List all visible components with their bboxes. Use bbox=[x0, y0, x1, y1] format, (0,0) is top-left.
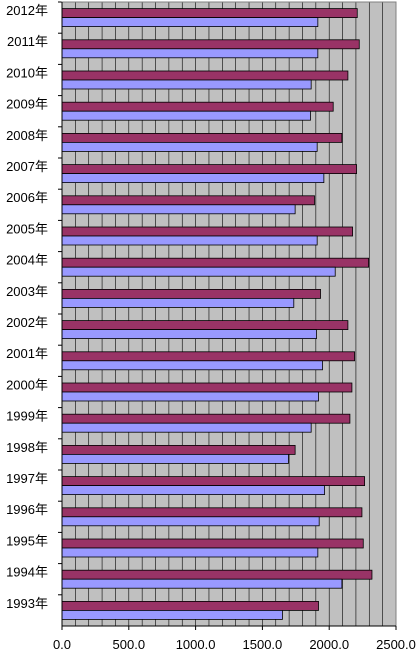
y-tick-label: 2000年 bbox=[6, 377, 48, 392]
y-tick-label: 2003年 bbox=[6, 284, 48, 299]
bar-2010年-series-2 bbox=[61, 79, 312, 90]
bar-2011年-series-1 bbox=[61, 39, 360, 50]
y-tick-label: 1995年 bbox=[6, 533, 48, 548]
y-tick-label: 1996年 bbox=[6, 502, 48, 517]
y-tick-label: 1997年 bbox=[6, 471, 48, 486]
bar-2007年-series-2 bbox=[61, 173, 325, 184]
bar-1994年-series-1 bbox=[61, 569, 373, 580]
bar-2007年-series-1 bbox=[61, 164, 357, 175]
bar-2010年-series-1 bbox=[61, 70, 349, 81]
y-tick-label: 2011年 bbox=[7, 34, 48, 49]
bar-1994年-series-2 bbox=[61, 578, 343, 589]
bar-2008年-series-2 bbox=[61, 141, 318, 152]
bar-2001年-series-1 bbox=[61, 351, 355, 362]
bar-2004年-series-1 bbox=[61, 257, 370, 268]
y-tick-label: 2006年 bbox=[6, 190, 48, 205]
y-tick-label: 2005年 bbox=[6, 221, 48, 236]
bar-2004年-series-2 bbox=[61, 266, 336, 277]
bar-2012年-series-1 bbox=[61, 8, 358, 19]
plot-area bbox=[62, 2, 396, 626]
bar-1996年-series-1 bbox=[61, 507, 363, 518]
y-tick-label: 2008年 bbox=[6, 128, 48, 143]
bar-2002年-series-2 bbox=[61, 329, 317, 340]
y-tick-label: 2012年 bbox=[6, 3, 48, 18]
bar-1993年-series-1 bbox=[61, 601, 319, 611]
x-tick-label: 1500.0 bbox=[243, 637, 283, 652]
bar-2002年-series-1 bbox=[61, 320, 349, 331]
y-tick-label: 1993年 bbox=[6, 596, 48, 611]
y-tick-label: 2002年 bbox=[6, 315, 48, 330]
bar-1996年-series-2 bbox=[61, 516, 320, 527]
x-tick-label: 2000.0 bbox=[309, 637, 349, 652]
x-tick-label: 2500.0 bbox=[376, 637, 416, 652]
y-tick-label: 1999年 bbox=[6, 409, 48, 424]
bar-1995年-series-1 bbox=[61, 538, 364, 549]
y-tick-label: 1998年 bbox=[6, 440, 48, 455]
bar-2011年-series-2 bbox=[61, 48, 319, 59]
y-tick-label: 2004年 bbox=[6, 253, 48, 268]
x-tick-label: 0.0 bbox=[53, 637, 71, 652]
bar-2005年-series-1 bbox=[61, 226, 353, 237]
bar-2000年-series-2 bbox=[61, 391, 319, 402]
bar-2005年-series-2 bbox=[61, 235, 318, 246]
y-tick-label: 1994年 bbox=[6, 565, 48, 580]
bar-2006年-series-1 bbox=[61, 195, 315, 206]
bar-2012年-series-2 bbox=[61, 17, 319, 28]
bar-1998年-series-1 bbox=[61, 444, 296, 455]
bar-2000年-series-1 bbox=[61, 382, 353, 393]
bar-2003年-series-2 bbox=[61, 297, 295, 308]
bar-1997年-series-1 bbox=[61, 476, 366, 487]
bar-2009年-series-1 bbox=[61, 101, 334, 112]
x-tick-label: 1000.0 bbox=[176, 637, 216, 652]
bar-2006年-series-2 bbox=[61, 204, 296, 215]
y-tick-label: 2009年 bbox=[6, 97, 48, 112]
bar-1999年-series-2 bbox=[61, 422, 312, 433]
x-tick-label: 500.0 bbox=[113, 637, 146, 652]
bar-2009年-series-2 bbox=[61, 110, 311, 121]
bar-2008年-series-1 bbox=[61, 132, 343, 143]
bar-2001年-series-2 bbox=[61, 360, 323, 371]
y-tick-label: 2001年 bbox=[6, 346, 48, 361]
bar-1998年-series-2 bbox=[61, 453, 289, 464]
bar-1995年-series-2 bbox=[61, 547, 319, 558]
bar-2003年-series-1 bbox=[61, 288, 321, 299]
bar-1999年-series-1 bbox=[61, 413, 351, 424]
bar-1997年-series-2 bbox=[61, 485, 325, 496]
y-tick-label: 2010年 bbox=[6, 65, 48, 80]
bar-1993年-series-2 bbox=[61, 610, 283, 620]
y-tick-label: 2007年 bbox=[6, 159, 48, 174]
